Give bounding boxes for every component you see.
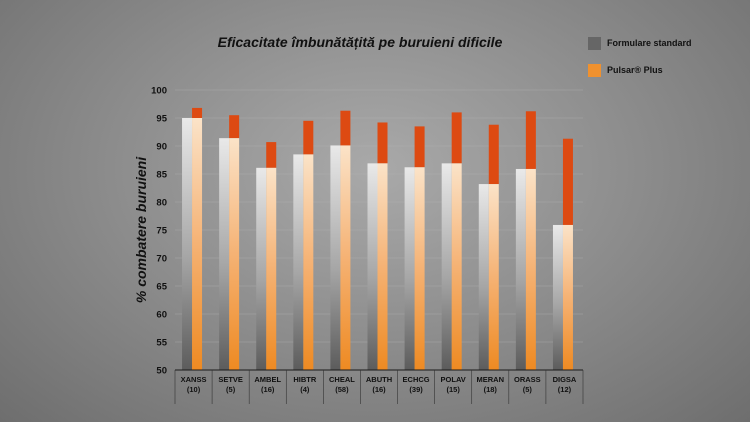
bar-pulsar [192,118,203,370]
x-tick-label: AMBEL [254,375,281,384]
x-tick-label: POLAV [441,375,466,384]
bar-pulsar [488,184,499,370]
y-tick-label: 75 [156,226,167,237]
x-tick-sublabel: (16) [372,385,386,394]
bar-standard [515,168,526,370]
legend-swatch-pulsar [588,63,601,77]
legend-label-pulsar: Pulsar® Plus [607,65,663,75]
bar-pulsar [377,163,388,370]
x-tick-label: ORASS [514,375,541,384]
legend-item-standard: Formulare standard [588,35,692,51]
bar-pulsar [340,145,351,370]
x-tick-label: SETVE [218,375,243,384]
y-tick-label: 65 [156,282,167,293]
bar-standard [293,154,304,370]
x-tick-sublabel: (58) [335,385,349,394]
legend-label-standard: Formulare standard [607,38,692,48]
axes: 50556065707580859095100XANSS(10)SETVE(5)… [151,86,584,404]
x-tick-label: HIBTR [293,375,316,384]
y-tick-label: 55 [156,338,167,349]
bar-improvement [414,126,425,168]
x-tick-sublabel: (5) [226,385,236,394]
bars [182,107,573,370]
bar-improvement [377,122,388,164]
bar-improvement [229,115,240,139]
bar-pulsar [266,167,277,370]
x-tick-sublabel: (12) [558,385,572,394]
bar-standard [219,138,230,370]
bar-pulsar [229,138,240,370]
x-tick-sublabel: (18) [484,385,498,394]
x-tick-label: XANSS [181,375,207,384]
x-tick-label: MERAN [477,375,505,384]
x-tick-sublabel: (15) [447,385,461,394]
bar-standard [478,184,489,370]
x-tick-sublabel: (4) [300,385,310,394]
bar-standard [441,163,452,370]
legend-swatch-standard [588,36,601,50]
bar-pulsar [303,154,314,370]
legend: Formulare standard Pulsar® Plus [588,35,692,89]
x-tick-label: ECHCG [403,375,430,384]
bar-pulsar [562,224,573,370]
bar-improvement [562,138,573,225]
bar-standard [330,145,341,370]
y-tick-label: 70 [156,254,167,265]
chart-title: Eficacitate îmbunătățită pe buruieni dif… [217,34,503,50]
x-tick-sublabel: (10) [187,385,201,394]
y-tick-label: 60 [156,310,167,321]
bar-pulsar [414,167,425,370]
bar-pulsar [525,168,536,370]
bar-standard [182,118,193,370]
bar-improvement [266,142,277,168]
y-tick-label: 85 [156,170,167,181]
bar-standard [404,167,415,370]
bar-improvement [525,111,536,169]
y-tick-label: 95 [156,114,167,125]
bar-improvement [303,120,314,155]
x-tick-label: ABUTH [366,375,392,384]
legend-item-pulsar: Pulsar® Plus [588,62,692,78]
bar-improvement [451,112,462,164]
bar-standard [367,163,378,370]
y-tick-label: 90 [156,142,167,153]
bar-standard [256,167,267,370]
bar-improvement [192,107,203,118]
x-tick-label: CHEAL [329,375,355,384]
bar-standard [552,224,563,370]
bar-improvement [488,124,499,185]
x-tick-sublabel: (5) [523,385,533,394]
x-tick-sublabel: (16) [261,385,275,394]
bar-pulsar [451,163,462,370]
y-tick-label: 80 [156,198,167,209]
bar-improvement [340,110,351,146]
x-tick-label: DIGSA [553,375,577,384]
y-tick-label: 50 [156,366,167,377]
y-tick-label: 100 [151,86,167,97]
x-tick-sublabel: (39) [409,385,423,394]
